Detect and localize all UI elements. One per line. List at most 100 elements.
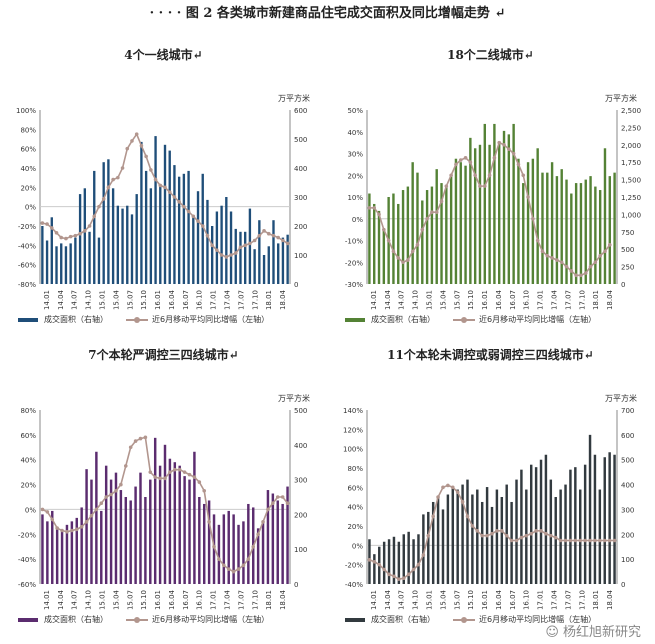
line-point bbox=[119, 482, 123, 487]
bar bbox=[589, 176, 592, 284]
x-tick-label: 17.01 bbox=[210, 290, 218, 310]
bar bbox=[373, 203, 376, 284]
bar bbox=[159, 185, 162, 284]
bar bbox=[461, 484, 464, 584]
bar bbox=[373, 554, 376, 584]
line-point bbox=[574, 273, 578, 278]
bar bbox=[212, 514, 216, 584]
x-tick-label: 17.01 bbox=[210, 590, 218, 610]
line-point bbox=[177, 200, 181, 204]
bar bbox=[262, 255, 266, 284]
bar bbox=[422, 514, 425, 584]
x-tick-label: 17.10 bbox=[251, 290, 259, 310]
bar bbox=[488, 144, 491, 284]
line-point bbox=[516, 162, 521, 167]
line-point bbox=[40, 507, 45, 512]
line-point bbox=[49, 226, 54, 230]
bar bbox=[90, 479, 93, 584]
bar bbox=[134, 486, 137, 584]
x-tick-label: 15.10 bbox=[467, 590, 475, 610]
line-point bbox=[191, 214, 196, 219]
bar bbox=[449, 176, 453, 284]
line-point bbox=[454, 162, 458, 167]
line-point bbox=[114, 488, 118, 493]
bar bbox=[466, 479, 469, 584]
line-point bbox=[111, 177, 115, 182]
line-point bbox=[535, 238, 540, 243]
left-tick-label: -60% bbox=[18, 262, 36, 270]
x-tick-label: 16.10 bbox=[196, 290, 204, 310]
bar bbox=[83, 188, 86, 284]
bar bbox=[498, 141, 501, 284]
chart-legend: 成交面积（右轴） 近6月移动平均同比增幅（左轴） bbox=[18, 314, 269, 325]
bar bbox=[55, 246, 58, 284]
bar bbox=[456, 489, 459, 584]
right-tick-label: 2,500 bbox=[621, 107, 641, 115]
line-point bbox=[434, 210, 439, 215]
line-point bbox=[116, 175, 120, 180]
x-tick-label: 15.04 bbox=[112, 589, 120, 610]
line-point bbox=[463, 156, 468, 160]
bar bbox=[261, 521, 265, 584]
left-tick-label: -80% bbox=[18, 281, 36, 289]
line-point bbox=[583, 538, 587, 543]
legend-swatch-bar bbox=[345, 317, 365, 322]
line-point bbox=[84, 520, 89, 524]
left-tick-label: -30% bbox=[345, 281, 363, 289]
line-point bbox=[97, 204, 101, 209]
bar bbox=[431, 501, 435, 584]
left-tick-label: 30% bbox=[347, 151, 363, 159]
bar bbox=[248, 208, 252, 284]
bar bbox=[427, 511, 430, 584]
bar bbox=[593, 454, 597, 584]
bar bbox=[154, 136, 157, 284]
right-tick-label: 200 bbox=[621, 531, 634, 539]
right-tick-label: 500 bbox=[294, 136, 307, 144]
line-point bbox=[430, 210, 434, 215]
line-point bbox=[401, 576, 406, 580]
right-tick-label: 750 bbox=[621, 229, 634, 237]
x-tick-label: 15.10 bbox=[140, 290, 148, 310]
line-point bbox=[540, 249, 545, 254]
line-point bbox=[420, 227, 425, 232]
bar bbox=[244, 231, 247, 284]
line-point bbox=[603, 249, 607, 254]
bar bbox=[546, 172, 549, 284]
right-tick-label: 500 bbox=[294, 407, 307, 415]
line-point bbox=[196, 219, 200, 223]
bar bbox=[104, 465, 108, 584]
bar bbox=[412, 539, 415, 584]
line-point bbox=[392, 574, 396, 579]
line-point bbox=[387, 572, 391, 577]
left-tick-label: 100% bbox=[343, 446, 363, 454]
bar bbox=[65, 524, 69, 584]
x-tick-label: 18.01 bbox=[592, 290, 600, 310]
bar bbox=[510, 501, 513, 584]
bar bbox=[382, 541, 386, 584]
right-tick-label: 0 bbox=[294, 281, 298, 289]
line-point bbox=[529, 531, 534, 536]
line-point bbox=[607, 538, 612, 543]
unit-label: 万平方米 bbox=[605, 94, 637, 103]
line-point bbox=[465, 514, 470, 519]
x-tick-label: 14.10 bbox=[85, 290, 93, 310]
bar bbox=[493, 123, 496, 284]
line-point bbox=[460, 500, 465, 504]
line-point bbox=[238, 245, 243, 250]
line-point bbox=[478, 184, 482, 188]
legend-swatch-line bbox=[126, 616, 148, 623]
line-point bbox=[514, 538, 519, 543]
bar bbox=[454, 158, 458, 284]
bar bbox=[74, 237, 77, 284]
line-point bbox=[410, 249, 415, 254]
legend-swatch-bar bbox=[18, 317, 38, 322]
left-tick-label: 80% bbox=[20, 126, 36, 134]
x-tick-label: 15.01 bbox=[426, 290, 434, 310]
line-point bbox=[99, 501, 104, 506]
bar bbox=[229, 211, 233, 284]
left-tick-label: -10% bbox=[345, 238, 363, 246]
line-point bbox=[266, 507, 270, 512]
bar bbox=[286, 486, 289, 584]
bar bbox=[451, 487, 455, 584]
x-tick-label: 14.01 bbox=[370, 590, 378, 610]
